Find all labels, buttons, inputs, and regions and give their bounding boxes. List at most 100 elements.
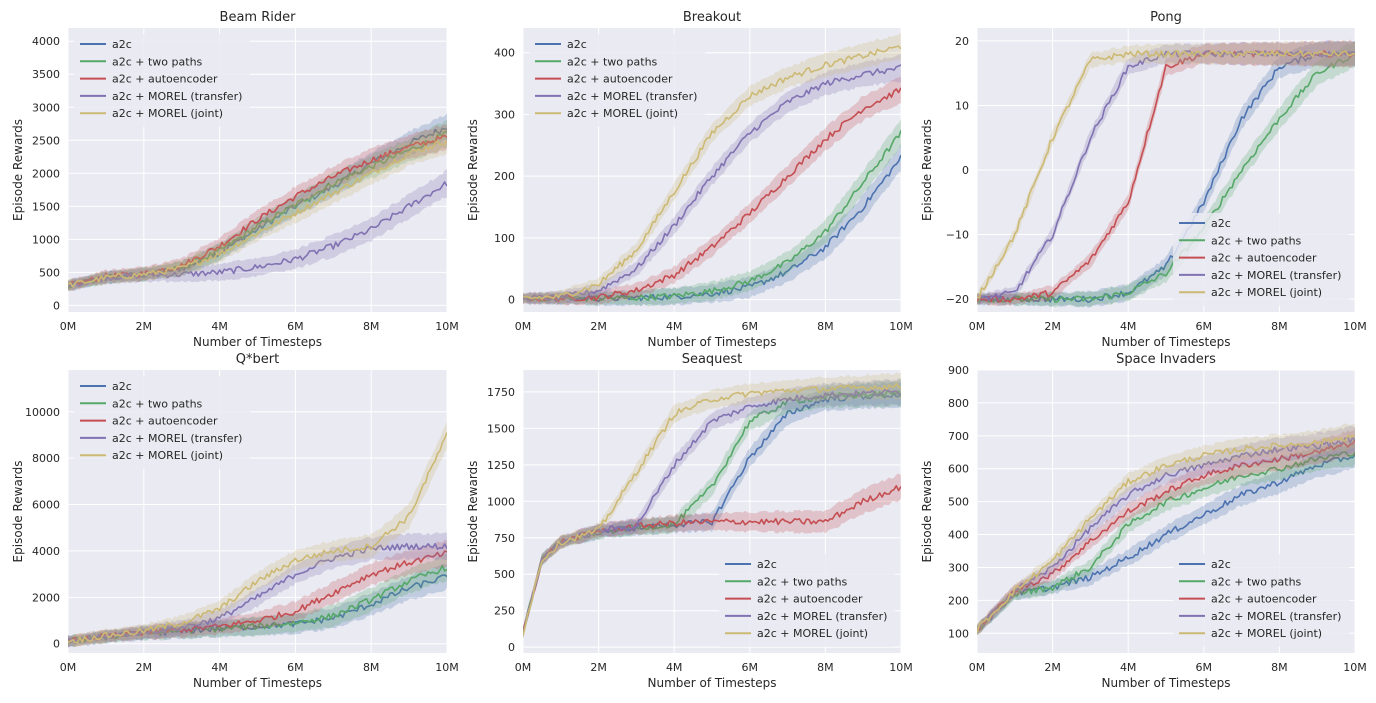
y-axis-label: Episode Rewards xyxy=(920,461,934,563)
x-tick-label: 2M xyxy=(590,661,607,674)
x-tick-label: 6M xyxy=(1196,320,1213,333)
series-band-a2c-two-paths xyxy=(68,553,447,648)
chart-panel-breakout: 0M 2M 4M 6M 8M 10M 0 100 200 300 400 Breakout Number… xyxy=(466,10,913,349)
x-tick-label: 8M xyxy=(817,320,834,333)
y-tick-label: 1500 xyxy=(32,200,60,213)
x-tick-label: 8M xyxy=(1271,661,1288,674)
y-tick-label: 1000 xyxy=(32,233,60,246)
y-tick-label: 1500 xyxy=(487,422,515,435)
legend-label: a2c + MOREL (transfer) xyxy=(567,90,697,103)
y-tick-label: 0 xyxy=(508,641,515,654)
series-line-a2c-morel-joint xyxy=(977,434,1355,633)
y-axis-label: Episode Rewards xyxy=(466,119,480,221)
x-tick-label: 6M xyxy=(742,320,759,333)
y-tick-label: 100 xyxy=(948,627,969,640)
y-tick-label: 2000 xyxy=(32,167,60,180)
legend: a2c a2c + two paths a2c + autoencoder a2c +… xyxy=(529,34,705,127)
chart-title: Pong xyxy=(1150,10,1182,25)
chart-title: Space Invaders xyxy=(1116,352,1216,367)
legend-label: a2c xyxy=(1211,217,1231,230)
legend: a2c a2c + two paths a2c + autoencoder a2c +… xyxy=(1173,554,1349,647)
y-tick-label: 300 xyxy=(494,108,515,121)
series-band-a2c-morel-transfer xyxy=(68,169,447,291)
series-band-a2c-morel-transfer xyxy=(68,532,447,648)
series-band-a2c xyxy=(523,143,901,307)
y-axis-label: Episode Rewards xyxy=(920,119,934,221)
y-axis-label: Episode Rewards xyxy=(11,461,25,563)
legend-label: a2c + two paths xyxy=(112,55,203,68)
legend-label: a2c xyxy=(1211,558,1231,571)
legend-label: a2c xyxy=(112,38,132,51)
series-band-a2c xyxy=(68,563,447,648)
legend-label: a2c + autoencoder xyxy=(112,415,218,428)
y-tick-label: 0 xyxy=(53,638,60,651)
x-tick-label: 10M xyxy=(889,320,913,333)
legend: a2c a2c + two paths a2c + autoencoder a2c +… xyxy=(719,554,895,647)
series-band-a2c xyxy=(523,382,901,638)
x-tick-label: 4M xyxy=(1120,320,1137,333)
y-tick-label: 0 xyxy=(508,294,515,307)
x-tick-label: 4M xyxy=(211,320,228,333)
legend-label: a2c + two paths xyxy=(757,575,848,588)
series-band-a2c-autoencoder xyxy=(523,76,901,306)
x-tick-label: 10M xyxy=(435,320,459,333)
series-group xyxy=(68,421,447,648)
y-tick-label: 600 xyxy=(948,463,969,476)
series-line-a2c-morel-joint xyxy=(68,140,447,288)
y-tick-label: 400 xyxy=(948,529,969,542)
legend-label: a2c xyxy=(567,38,587,51)
x-tick-label: 10M xyxy=(435,661,459,674)
series-band-a2c-two-paths xyxy=(977,41,1355,308)
y-tick-label: 3000 xyxy=(32,101,60,114)
x-tick-label: 6M xyxy=(287,320,304,333)
y-tick-label: 200 xyxy=(494,170,515,183)
legend-label: a2c + MOREL (transfer) xyxy=(1211,610,1341,623)
series-band-a2c-morel-joint xyxy=(523,32,901,304)
y-tick-label: 400 xyxy=(494,47,515,60)
y-axis-label: Episode Rewards xyxy=(466,461,480,563)
x-tick-label: 0M xyxy=(60,320,77,333)
series-line-a2c-two-paths xyxy=(977,51,1355,303)
series-line-a2c-morel-transfer xyxy=(68,542,447,643)
series-line-a2c-morel-joint xyxy=(977,49,1355,299)
y-tick-label: 900 xyxy=(948,364,969,377)
y-tick-label: 2000 xyxy=(32,591,60,604)
series-line-a2c-morel-transfer xyxy=(523,64,901,302)
chart-title: Q*bert xyxy=(236,352,279,367)
chart-panel-space-invaders: 0M 2M 4M 6M 8M 10M 100 200 300 400 500 600 700 800 900… xyxy=(920,352,1367,690)
y-tick-label: −10 xyxy=(946,229,969,242)
series-group xyxy=(68,113,447,292)
x-tick-label: 4M xyxy=(211,661,228,674)
x-axis-label: Number of Timesteps xyxy=(1102,676,1231,690)
y-tick-label: 500 xyxy=(494,568,515,581)
series-group xyxy=(523,32,901,307)
legend-label: a2c + MOREL (transfer) xyxy=(112,432,242,445)
legend-label: a2c + MOREL (joint) xyxy=(567,107,678,120)
series-group xyxy=(977,39,1355,308)
x-tick-label: 10M xyxy=(1343,661,1367,674)
legend-box xyxy=(719,554,895,647)
x-tick-label: 0M xyxy=(969,320,986,333)
series-band-a2c-morel-transfer xyxy=(977,425,1355,635)
chart-title: Beam Rider xyxy=(220,10,297,25)
legend-label: a2c + autoencoder xyxy=(112,73,218,86)
legend-label: a2c + two paths xyxy=(1211,575,1302,588)
series-band-a2c-two-paths xyxy=(523,379,901,638)
x-tick-label: 6M xyxy=(742,661,759,674)
y-tick-label: 0 xyxy=(53,299,60,312)
series-band-a2c-morel-joint xyxy=(523,372,901,639)
legend-label: a2c + MOREL (transfer) xyxy=(1211,269,1341,282)
legend-label: a2c + autoencoder xyxy=(1211,252,1317,265)
legend-label: a2c + MOREL (joint) xyxy=(1211,286,1322,299)
y-tick-label: 200 xyxy=(948,594,969,607)
series-line-a2c-two-paths xyxy=(977,451,1355,633)
legend-box xyxy=(529,34,705,127)
chart-panel-beam-rider: 0M 2M 4M 6M 8M 10M 0 500 1000 1500 2000 2500 3000 350… xyxy=(11,10,459,349)
legend-label: a2c + MOREL (joint) xyxy=(1211,627,1322,640)
series-line-a2c-morel-joint xyxy=(523,382,901,636)
y-tick-label: 10000 xyxy=(25,406,60,419)
x-tick-label: 2M xyxy=(1044,661,1061,674)
x-axis-label: Number of Timesteps xyxy=(648,676,777,690)
legend-label: a2c + MOREL (joint) xyxy=(112,107,223,120)
